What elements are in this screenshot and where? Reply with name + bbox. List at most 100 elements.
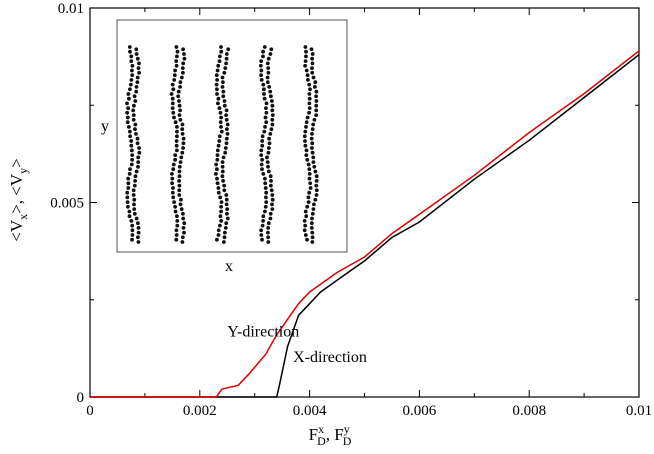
inset-particle — [214, 162, 219, 167]
inset-particle — [308, 181, 313, 186]
inset-particle — [215, 157, 220, 162]
inset-particle — [180, 235, 185, 240]
inset-particle — [312, 117, 317, 122]
inset-particle — [264, 190, 269, 195]
inset-particle — [136, 240, 141, 244]
inset-particle — [125, 200, 130, 205]
inset-particle — [263, 125, 267, 129]
inset-particle — [270, 207, 275, 212]
inset-particle — [136, 66, 141, 70]
inset-particle — [218, 54, 222, 59]
inset-particle — [127, 214, 132, 219]
inset-particle — [170, 176, 175, 181]
inset-particle — [225, 127, 229, 132]
inset-particle — [174, 45, 179, 49]
inset-particle — [312, 164, 317, 169]
inset-particle — [171, 167, 176, 172]
inset-particle — [219, 115, 224, 120]
inset-particle — [305, 204, 310, 209]
inset-particle — [269, 47, 274, 52]
inset-particle — [180, 75, 184, 80]
inset-particle — [314, 108, 319, 113]
inset-particle — [310, 240, 315, 244]
inset-particle — [170, 190, 175, 195]
inset-particle — [263, 176, 267, 181]
inset-particle — [137, 150, 142, 155]
inset-particle — [125, 190, 130, 195]
inset-particle — [170, 106, 175, 110]
inset-particle — [225, 132, 230, 136]
inset-particle — [310, 216, 314, 221]
inset-particle — [134, 85, 139, 89]
inset-particle — [313, 197, 318, 202]
inset-particle — [216, 186, 221, 190]
inset-particle — [175, 129, 179, 134]
inset-particle — [270, 99, 274, 103]
inset-particle — [314, 174, 319, 179]
inset-particle — [133, 99, 138, 103]
inset-particle — [216, 143, 221, 148]
inset-particle — [214, 172, 218, 176]
inset-particle — [270, 197, 275, 202]
inset-particle — [311, 155, 316, 160]
inset-particle — [310, 61, 315, 66]
inset-particle — [313, 169, 318, 174]
inset-particle — [221, 179, 226, 183]
inset-particle — [263, 181, 268, 186]
inset-particle — [259, 59, 264, 63]
inset-particle — [264, 195, 268, 200]
inset-particle — [181, 216, 186, 221]
inset-particle — [266, 240, 271, 244]
inset-particle — [265, 75, 270, 80]
inset-particle — [266, 56, 271, 61]
inset-particle — [259, 228, 263, 233]
inset-particle — [307, 92, 312, 96]
inset-particle — [134, 52, 139, 56]
inset-particle — [223, 226, 228, 230]
inset-particle — [263, 209, 267, 214]
inset-particle — [263, 186, 268, 190]
inset-particle — [268, 132, 273, 136]
inset-particle — [129, 59, 134, 63]
inset-particle — [174, 237, 179, 242]
inset-particle — [125, 195, 130, 200]
inset-particle — [126, 181, 131, 186]
inset-particle — [177, 99, 181, 103]
annotation-y-direction: Y-direction — [227, 324, 299, 341]
inset-particle — [172, 200, 177, 205]
inset-particle — [136, 230, 141, 235]
inset-particle — [181, 47, 186, 52]
inset-particle — [309, 221, 314, 226]
inset-particle — [132, 94, 137, 99]
inset-particle — [225, 207, 230, 212]
inset-particle — [266, 70, 271, 75]
inset-particle — [269, 127, 274, 132]
inset-particle — [259, 148, 264, 153]
inset-particle — [137, 70, 142, 75]
inset-particle — [221, 94, 226, 99]
inset-particle — [310, 56, 314, 61]
inset-particle — [172, 73, 177, 78]
inset-particle — [173, 209, 178, 214]
inset-particle — [266, 221, 271, 226]
inset-particle — [314, 89, 319, 94]
inset-particle — [170, 82, 175, 87]
inset-y-label: y — [101, 118, 109, 135]
inset-particle — [129, 162, 134, 167]
inset-particle — [180, 240, 185, 244]
x-tick-label: 0.002 — [183, 403, 217, 419]
inset-particle — [259, 233, 264, 237]
inset-particle — [216, 96, 221, 101]
inset-particle — [133, 127, 137, 132]
inset-particle — [177, 164, 182, 169]
inset-particle — [215, 78, 220, 82]
inset-particle — [260, 134, 265, 139]
inset-particle — [303, 139, 307, 143]
inset-particle — [307, 106, 312, 110]
inset-particle — [310, 230, 315, 235]
inset-particle — [129, 78, 134, 82]
inset-particle — [220, 160, 225, 165]
inset-particle — [174, 143, 179, 148]
inset-particle — [260, 223, 265, 228]
inset-particle — [224, 113, 229, 117]
